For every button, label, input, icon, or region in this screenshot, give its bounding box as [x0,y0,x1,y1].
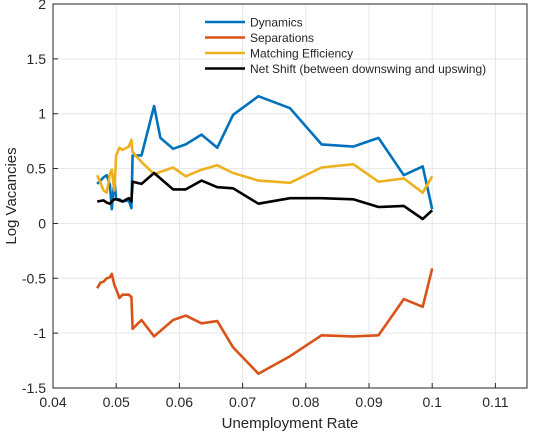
series-line-1 [96,268,434,375]
x-tick-label: 0.06 [166,394,193,410]
series-line-3 [96,171,434,221]
series-line-2 [96,138,434,194]
legend-label-1: Separations [250,31,314,45]
y-tick-label: 1.5 [27,51,47,67]
y-tick-label: -1 [34,325,47,341]
y-tick-label: 0 [38,215,46,231]
x-tick-label: 0.04 [39,394,66,410]
x-tick-label: 0.08 [292,394,319,410]
x-tick-label: 0.09 [355,394,382,410]
plot-area-frame [52,3,528,389]
legend-label-3: Net Shift (between downswing and upswing… [250,62,486,76]
series-layer [96,94,434,375]
y-tick-label: 1 [38,106,46,122]
x-tick-label: 0.1 [422,394,442,410]
legend-label-2: Matching Efficiency [250,47,353,61]
grid-lines [52,3,527,389]
y-tick-label: 0.5 [27,161,47,177]
x-axis-label: Unemployment Rate [222,415,359,432]
x-tick-label: 0.07 [229,394,256,410]
y-axis-ticks: -1.5 -1 -0.5 0 0.5 1 1.5 2 [22,0,58,396]
series-line-0 [96,94,434,211]
y-tick-label: 2 [38,0,46,12]
y-tick-label: -1.5 [22,380,46,396]
y-axis-label: Log Vacancies [3,147,20,244]
x-axis-ticks: 0.04 0.05 0.06 0.07 0.08 0.09 0.1 0.11 [39,383,509,410]
x-tick-label: 0.11 [482,394,508,410]
x-tick-label: 0.05 [103,394,130,410]
y-tick-label: -0.5 [22,270,46,286]
legend-label-0: Dynamics [250,16,303,30]
